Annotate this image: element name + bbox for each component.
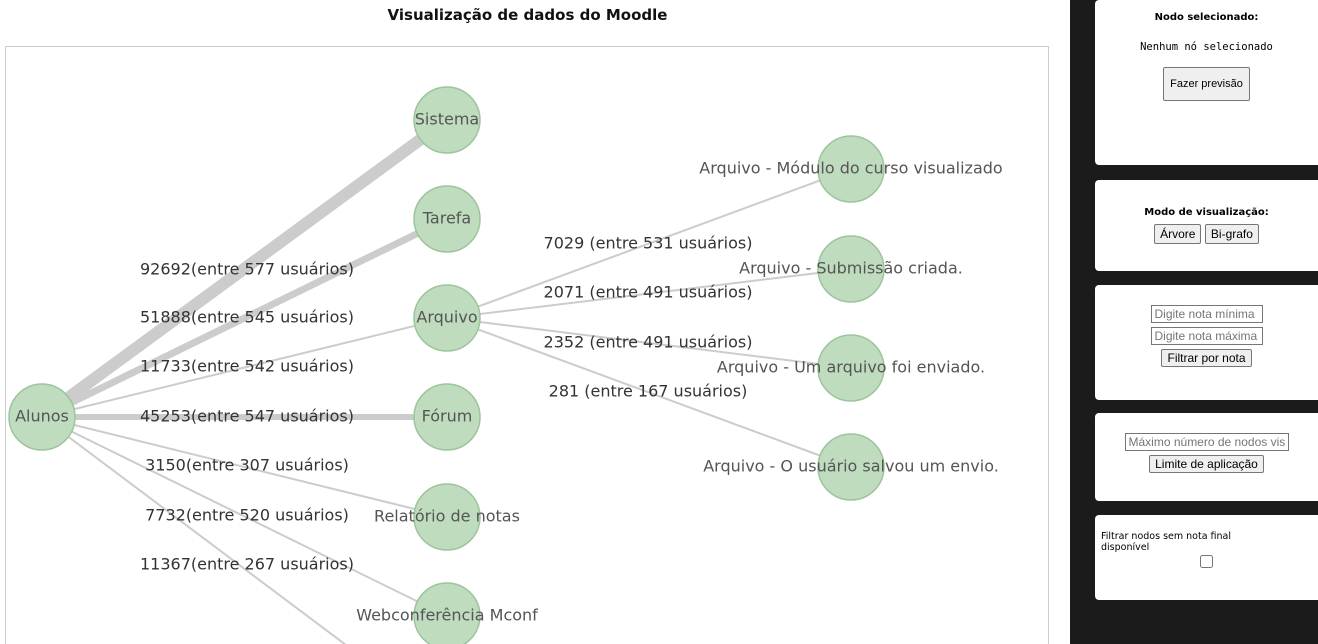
panel-title: Nodo selecionado: — [1154, 12, 1259, 23]
edge-label: 11733(entre 542 usuários) — [140, 357, 354, 376]
grade-panel: Filtrar por nota — [1095, 285, 1318, 400]
node — [413, 185, 481, 253]
edge — [446, 168, 852, 319]
selected-panel: Nodo selecionado: Nenhum nó selecionado … — [1095, 0, 1318, 165]
edge-label: 281 (entre 167 usuários) — [549, 382, 748, 401]
predict-button[interactable]: Fazer previsão — [1163, 67, 1250, 101]
limit-button[interactable]: Limite de aplicação — [1149, 455, 1264, 473]
no-grade-label: Filtrar nodos sem nota final disponível — [1101, 531, 1232, 553]
node — [8, 383, 76, 451]
edge-label: 11367(entre 267 usuários) — [140, 555, 354, 574]
node-label: Arquivo - O usuário salvou um envio. — [703, 457, 999, 476]
edge — [41, 317, 448, 418]
node-label: Webconferência Mconf — [356, 606, 538, 625]
edge-label: 2071 (entre 491 usuários) — [544, 283, 753, 302]
edge — [446, 317, 852, 369]
bigraph-button[interactable]: Bi-grafo — [1204, 224, 1259, 244]
node-label: Sistema — [415, 110, 479, 129]
page-title: Visualização de dados do Moodle — [387, 6, 668, 24]
edge-label: 7029 (entre 531 usuários) — [544, 234, 753, 253]
status: Nenhum nó selecionado — [1140, 41, 1273, 53]
edge — [41, 416, 448, 617]
max-grade-input[interactable] — [1150, 327, 1263, 345]
edge — [446, 268, 852, 319]
node — [817, 433, 885, 501]
node-label: Arquivo - Módulo do curso visualizado — [699, 159, 1002, 178]
node — [817, 135, 885, 203]
limit-input[interactable] — [1124, 433, 1289, 451]
grade-filter-button[interactable]: Filtrar por nota — [1161, 349, 1252, 367]
mode-panel: Modo de visualização: Árvore Bi-grafo — [1095, 180, 1318, 271]
no-grade-checkbox[interactable] — [1200, 555, 1213, 568]
node-label: Tarefa — [422, 209, 471, 228]
node-label: Arquivo - Um arquivo foi enviado. — [717, 358, 985, 377]
node — [817, 334, 885, 402]
node — [413, 582, 481, 644]
node-label: Arquivo - Submissão criada. — [739, 259, 963, 278]
edge-label: 7732(entre 520 usuários) — [145, 506, 349, 525]
min-grade-input[interactable] — [1150, 305, 1263, 323]
node — [413, 483, 481, 551]
edge — [41, 416, 448, 518]
edge — [38, 115, 451, 422]
node-label: Relatório de notas — [374, 507, 520, 526]
node — [817, 235, 885, 303]
panel-title: Modo de visualização: — [1144, 207, 1269, 218]
node — [413, 284, 481, 352]
edge-label: 51888(entre 545 usuários) — [140, 308, 354, 327]
node — [413, 86, 481, 154]
no-grade-panel: Filtrar nodos sem nota final disponível — [1095, 515, 1318, 600]
graph: 92692(entre 577 usuários) 51888(entre 545… — [5, 46, 1049, 644]
edge-label: 45253(entre 547 usuários) — [140, 407, 354, 426]
tree-button[interactable]: Árvore — [1154, 224, 1202, 244]
edge-label: 3150(entre 307 usuários) — [145, 456, 349, 475]
edge-label: 2352 (entre 491 usuários) — [544, 333, 753, 352]
sidebar: Nodo selecionado: Nenhum nó selecionado … — [1070, 0, 1318, 644]
edge — [40, 215, 449, 421]
edge — [41, 416, 347, 644]
node — [413, 383, 481, 451]
edge — [446, 317, 852, 468]
limit-panel: Limite de aplicação — [1095, 413, 1318, 501]
edge-label: 92692(entre 577 usuários) — [140, 260, 354, 279]
node-label: Fórum — [422, 407, 473, 426]
node-label: Arquivo — [416, 308, 477, 327]
node-label: Alunos — [15, 407, 69, 426]
